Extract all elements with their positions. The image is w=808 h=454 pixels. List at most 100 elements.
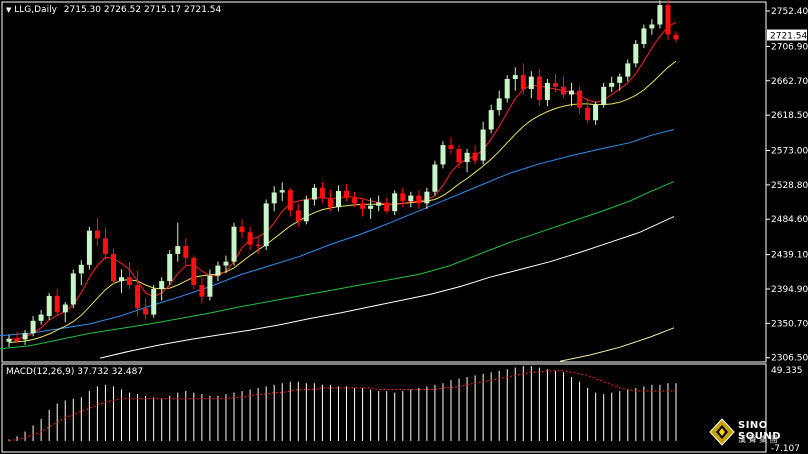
candle-body [585,107,591,121]
candle-body [223,261,229,266]
candle [6,334,12,348]
candle [344,183,349,202]
candle [553,73,558,93]
diamond-logo-icon [709,418,735,446]
candle [609,76,615,93]
candles [6,0,679,348]
candle [665,0,671,41]
candle-body [593,104,599,121]
candle-body [504,79,510,99]
candle [62,302,68,323]
candle [143,298,149,320]
candle-body [368,205,374,209]
candle [22,330,28,345]
candle-body [536,76,542,100]
candle [271,186,277,212]
candle [504,75,510,103]
candle [360,199,366,217]
candle-body [111,253,116,282]
candle [54,288,60,315]
candle-body [78,264,84,274]
candle-body [609,82,615,87]
candle [119,269,124,293]
watermark-line1: SINO SOUND [738,420,781,442]
candle [520,63,526,95]
candle-body [577,90,583,108]
candle [191,255,197,289]
candle-body [456,149,462,163]
candle [86,226,92,270]
ma-red-line [8,21,677,340]
candle [384,197,390,214]
current-price-box [767,29,807,41]
candle-body [424,191,430,204]
ma-white-line [99,216,675,359]
price-tick-label: 2484.60 [771,215,808,225]
candle [585,98,591,124]
sino-sound-watermark: SINO SOUND 漢 聲 集 團 [708,414,804,450]
price-tick-label: 2528.80 [771,181,808,191]
candle-body [159,281,165,289]
candle [46,292,52,321]
candle-body [327,197,333,208]
macd-signal-line [8,370,676,442]
candle-body [135,285,141,309]
candle-body [496,98,502,111]
candle [488,104,494,134]
candle-body [247,232,253,245]
candle-body [127,277,132,285]
candle-body [54,295,60,313]
candle-body [376,202,382,206]
candle [159,277,165,301]
macd-panel [8,366,677,442]
candle-body [175,246,181,254]
candle-body [319,187,325,198]
price-axis: 2752.40 2706.90 2662.70 2618.50 2573.00 2528.… [766,7,808,454]
price-tick-label: 2706.90 [771,42,808,52]
symbol-label: LLG,Daily [14,5,57,15]
candle [424,187,430,209]
candle [215,261,221,282]
candle-body [553,82,558,87]
candle-body [480,129,486,161]
candle [649,19,655,35]
candle [303,195,309,225]
candle-body [119,277,124,282]
candle-body [207,275,213,297]
candle [127,261,132,289]
price-tick-label: 2752.40 [771,7,808,17]
candle [528,71,534,99]
candle-body [520,75,526,90]
current-price-label: 2721.54 [770,32,807,42]
candle [38,309,44,325]
ma-green-line [0,181,675,350]
candle-body [46,295,52,317]
candle-body [544,82,550,100]
candle [472,145,478,165]
candle [416,190,422,209]
candle [408,191,414,208]
macd-axis-top-label: 49.335 [771,366,803,376]
candle [392,190,398,216]
candle [175,222,181,262]
candle-body [86,230,92,265]
ma-pale-line [559,327,675,362]
candle-body [215,265,221,276]
candle [480,121,486,165]
candle [440,141,446,169]
candle-body [400,193,406,202]
candle-body [512,75,518,79]
candle-body [432,164,438,192]
candle [102,227,108,261]
candle [94,218,100,247]
candle [223,255,229,274]
candle-body [303,199,309,222]
candle-body [102,238,108,254]
candle-body [231,226,237,262]
dropdown-triangle-icon[interactable]: ▼ [6,6,12,14]
candle [496,90,502,116]
candle [311,183,317,206]
candle [536,68,542,107]
candle [352,191,358,208]
